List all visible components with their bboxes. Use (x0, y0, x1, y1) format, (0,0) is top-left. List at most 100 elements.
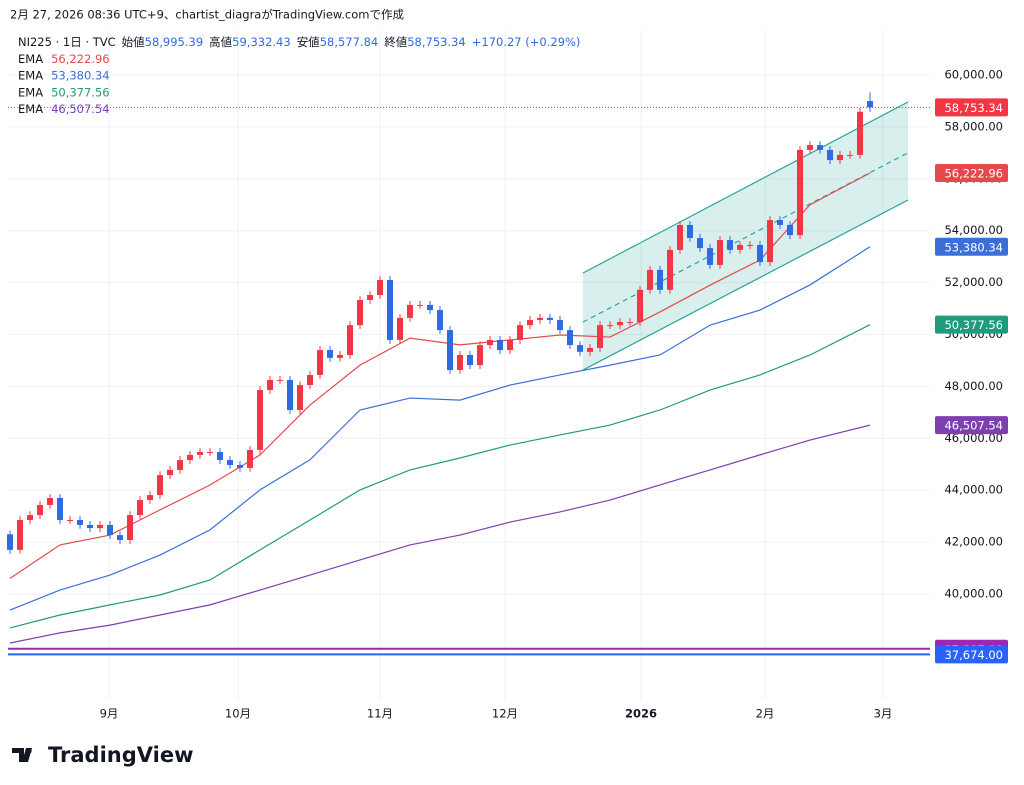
candle-body (737, 244, 743, 250)
legend-name: EMA (18, 68, 43, 82)
candle-body (747, 244, 753, 246)
price-tag: 58,753.34 (944, 101, 1003, 115)
x-tick-label: 2月 (756, 707, 775, 721)
candle-body (257, 390, 263, 450)
legend-name: EMA (18, 85, 43, 99)
logo-text: TradingView (48, 743, 193, 767)
price-tag-bg (935, 98, 1008, 117)
candle-body (557, 319, 563, 331)
ema-tag: 50,377.56 (944, 318, 1003, 332)
candle-body (497, 339, 503, 351)
candle-body (177, 460, 183, 470)
candle-body (807, 145, 813, 150)
x-tick-label: 2026 (625, 707, 657, 721)
candle-body (397, 317, 403, 340)
candle-body (537, 317, 543, 320)
hline-tag: 37,674.00 (944, 648, 1003, 662)
candle-body (437, 310, 443, 331)
candle-body (587, 347, 593, 352)
legend-value: 46,507.54 (51, 102, 110, 116)
candle-body (547, 317, 553, 320)
y-tick-label: 46,000.00 (944, 431, 1003, 445)
ema-legend: EMA 56,222.96 (18, 52, 110, 66)
ema-tag-bg (935, 237, 1008, 256)
y-tick-label: 42,000.00 (944, 535, 1003, 549)
ohlc-name: 始値 (122, 35, 145, 49)
candle-body (517, 325, 523, 340)
ema-tag-bg (935, 416, 1008, 435)
candle-body (107, 524, 113, 536)
candle-body (117, 535, 123, 540)
candle-body (757, 244, 763, 263)
candle-body (297, 385, 303, 410)
candle-body (27, 515, 33, 521)
candle-body (47, 497, 53, 505)
logo-dot (26, 748, 32, 754)
candle-body (487, 339, 493, 346)
candle-body (447, 330, 453, 371)
ema-legend: EMA 50,377.56 (18, 85, 110, 99)
candle-body (167, 469, 173, 476)
candle-body (727, 240, 733, 250)
candle-body (377, 279, 383, 296)
candle-body (247, 449, 253, 468)
hline-tag-bg (935, 645, 1008, 664)
candle-body (597, 325, 603, 348)
candle-body (337, 354, 343, 358)
candle-body (417, 304, 423, 306)
x-tick-label: 11月 (367, 707, 393, 721)
candle-body (17, 520, 23, 550)
candle-body (37, 504, 43, 516)
legend-value: 50,377.56 (51, 85, 110, 99)
candle-body (277, 379, 283, 381)
candle-body (707, 248, 713, 265)
candle-body (777, 220, 783, 225)
ema-tag: 46,507.54 (944, 419, 1003, 433)
candle-body (817, 145, 823, 150)
candle-body (477, 345, 483, 366)
candle-body (837, 154, 843, 161)
ema-tag-bg (935, 315, 1008, 334)
x-tick-label: 3月 (874, 707, 893, 721)
candle-body (287, 379, 293, 410)
candle-body (127, 515, 133, 540)
ohlc-value: 58,753.34 (407, 35, 466, 49)
candle-body (137, 500, 143, 516)
candle-body (67, 520, 73, 522)
candle-body (227, 460, 233, 466)
candle-body (197, 452, 203, 455)
candle-body (607, 325, 613, 327)
candle-body (77, 520, 83, 525)
candle-body (7, 534, 13, 550)
ema-line (9, 172, 871, 579)
legend-name: EMA (18, 102, 43, 116)
candle-body (407, 304, 413, 318)
candle-body (647, 269, 653, 290)
candle-body (787, 224, 793, 236)
candle-body (867, 101, 873, 108)
candle-body (507, 339, 513, 351)
ema-line (9, 424, 871, 644)
candle-body (527, 319, 533, 326)
candle-body (567, 330, 573, 346)
y-tick-label: 60,000.00 (944, 67, 1003, 81)
y-tick-label: 44,000.00 (944, 483, 1003, 497)
channel-upper (582, 101, 909, 274)
candle-body (827, 149, 833, 161)
candle-body (617, 322, 623, 326)
candle-body (457, 354, 463, 371)
y-tick-label: 40,000.00 (944, 586, 1003, 600)
x-tick-label: 10月 (225, 707, 251, 721)
candle-body (797, 149, 803, 236)
ema-tag: 53,380.34 (944, 240, 1003, 254)
legend-value: 56,222.96 (51, 52, 110, 66)
candle-body (217, 452, 223, 461)
candle-body (667, 249, 673, 290)
change: +170.27 (+0.29%) (472, 35, 581, 49)
candle-body (697, 237, 703, 249)
candle-body (467, 354, 473, 366)
candle-body (147, 495, 153, 501)
x-tick-label: 12月 (492, 707, 518, 721)
